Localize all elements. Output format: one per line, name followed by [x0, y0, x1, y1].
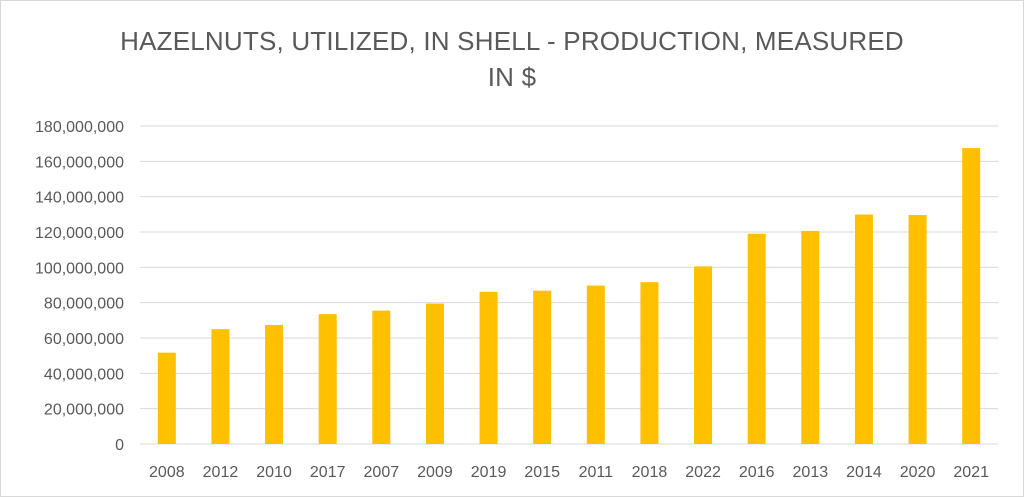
x-tick-label: 2017	[310, 464, 346, 481]
bar-2019	[479, 291, 498, 444]
y-tick-label: 140,000,000	[35, 190, 124, 207]
chart-title-line-1: HAZELNUTS, UTILIZED, IN SHELL - PRODUCTI…	[120, 26, 904, 56]
bar-2016	[747, 233, 766, 444]
x-axis-tick-labels: 2008 2012 2010 2017 2007 2009 2019 2015 2011 2018…	[149, 464, 989, 481]
bar-2012	[211, 329, 230, 444]
y-tick-label: 160,000,000	[35, 154, 124, 171]
x-tick-label: 2015	[524, 464, 560, 481]
x-tick-label: 2018	[632, 464, 668, 481]
x-tick-label: 2021	[953, 464, 989, 481]
chart-title-line-2: IN $	[487, 62, 537, 92]
chart-title: HAZELNUTS, UTILIZED, IN SHELL - PRODUCTI…	[1, 23, 1023, 95]
bar-2007	[372, 310, 391, 444]
x-tick-label: 2014	[846, 464, 882, 481]
y-tick-label: 0	[115, 437, 124, 454]
y-tick-label: 20,000,000	[44, 402, 124, 419]
y-tick-label: 100,000,000	[35, 260, 124, 277]
y-tick-label: 120,000,000	[35, 225, 124, 242]
bar-2017	[318, 314, 337, 444]
x-tick-label: 2007	[364, 464, 400, 481]
x-tick-label: 2013	[793, 464, 829, 481]
x-tick-label: 2016	[739, 464, 775, 481]
bar-2011	[586, 285, 605, 444]
bar-2021	[962, 148, 981, 445]
y-tick-label: 180,000,000	[35, 119, 124, 136]
y-tick-label: 40,000,000	[44, 366, 124, 383]
bar-2022	[694, 266, 713, 444]
bar-2013	[801, 230, 820, 444]
bars	[157, 148, 981, 445]
bar-2008	[157, 352, 176, 444]
x-tick-label: 2019	[471, 464, 507, 481]
bar-2014	[854, 214, 873, 444]
y-tick-label: 80,000,000	[44, 296, 124, 313]
x-tick-label: 2011	[579, 464, 614, 481]
bar-2009	[425, 303, 444, 444]
x-tick-label: 2012	[203, 464, 239, 481]
y-axis-tick-labels: 0 20,000,000 40,000,000 60,000,000 80,000,00…	[35, 119, 124, 454]
bar-2010	[265, 324, 284, 444]
bar-2015	[533, 290, 552, 444]
x-tick-label: 2022	[685, 464, 721, 481]
bar-2020	[908, 215, 927, 444]
bar-2018	[640, 282, 659, 444]
y-tick-label: 60,000,000	[44, 331, 124, 348]
x-tick-label: 2008	[149, 464, 185, 481]
x-tick-label: 2020	[900, 464, 936, 481]
x-tick-label: 2009	[417, 464, 453, 481]
x-tick-label: 2010	[256, 464, 292, 481]
